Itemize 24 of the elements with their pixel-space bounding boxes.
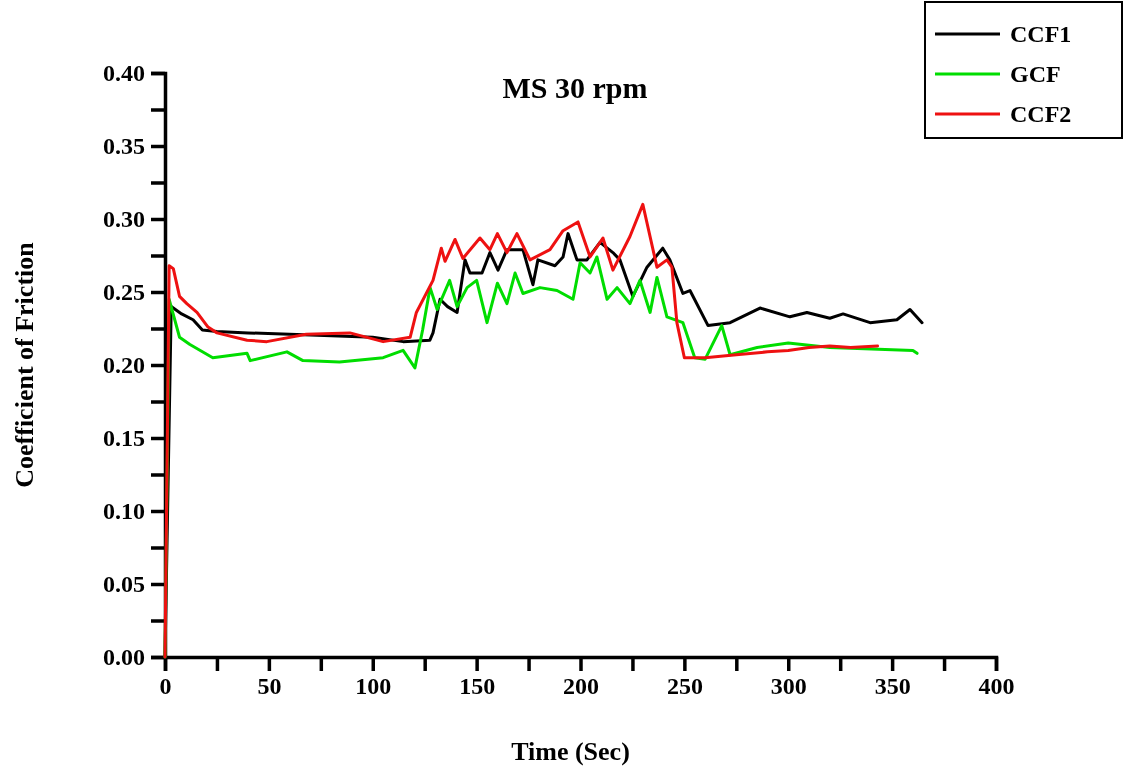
x-tick-label: 100 [355,673,392,700]
y-tick-label: 0.20 [103,352,145,379]
y-tick-label: 0.15 [103,425,145,452]
legend-label: GCF [1010,61,1061,87]
y-tick-label: 0.35 [103,133,145,160]
legend-label: CCF2 [1010,101,1072,127]
y-axis-title: Coefficient of Friction [10,241,39,488]
x-tick-label: 0 [159,673,172,700]
x-tick-label: 250 [666,673,703,700]
x-tick-label: 200 [563,673,599,700]
y-tick-label: 0.00 [103,644,145,671]
x-tick-label: 50 [257,673,282,700]
y-tick-label: 0.05 [103,571,145,598]
x-axis-title: Time (Sec) [511,737,630,766]
y-tick-label: 0.25 [103,279,145,306]
y-tick-label: 0.10 [103,498,145,525]
x-tick-label: 150 [459,673,496,700]
x-tick-label: 400 [978,673,1015,700]
x-tick-label: 350 [874,673,911,700]
y-tick-label: 0.30 [103,206,145,233]
x-tick-label: 300 [770,673,807,700]
chart-title: MS 30 rpm [502,71,648,104]
y-tick-label: 0.40 [103,60,145,87]
legend-label: CCF1 [1010,21,1072,47]
